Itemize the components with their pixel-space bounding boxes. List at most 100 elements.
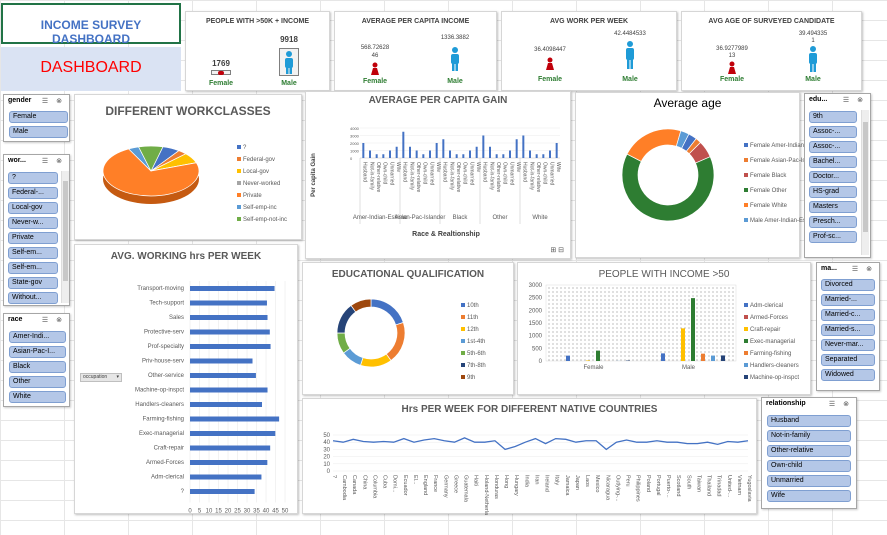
slicer-item[interactable]: Never-mar... xyxy=(821,339,875,351)
slicer-workclass[interactable]: wor... ☰ ⊗ ? Federal-... Local-gov Never-w.… xyxy=(3,154,70,306)
slicer-relationship[interactable]: relationship ☰ ⊗ Husband Not-in-family Oth… xyxy=(761,397,857,509)
slicer-item[interactable]: Married-... xyxy=(821,294,875,306)
slicer-item[interactable]: Asian-Pac-I... xyxy=(9,346,66,358)
scroll-thumb[interactable] xyxy=(63,181,68,281)
pattern-dot xyxy=(676,315,678,317)
slicer-item[interactable]: Self-em... xyxy=(8,247,58,259)
slicer-item[interactable]: Wife xyxy=(767,490,851,502)
pattern-dot xyxy=(656,319,658,321)
slicer-item[interactable]: Private xyxy=(8,232,58,244)
slicer-item[interactable]: Black xyxy=(9,361,66,373)
slicer-item[interactable]: Never-w... xyxy=(8,217,58,229)
slicer-scrollbar[interactable] xyxy=(861,110,869,255)
x-tick-label: Female xyxy=(583,365,604,371)
pattern-dot xyxy=(648,343,650,345)
pattern-dot xyxy=(584,287,586,289)
slicer-item[interactable]: Husband xyxy=(767,415,851,427)
slicer-scrollbar[interactable] xyxy=(61,171,69,303)
slicer-item-male[interactable]: Male xyxy=(9,126,68,138)
pattern-dot xyxy=(676,339,678,341)
scroll-thumb[interactable] xyxy=(863,122,868,232)
pattern-dot xyxy=(696,303,698,305)
slicer-item[interactable]: 9th xyxy=(809,111,857,123)
slicer-item[interactable]: HS-grad xyxy=(809,186,857,198)
slicer-item[interactable]: Widowed xyxy=(821,369,875,381)
pattern-dot xyxy=(604,299,606,301)
slicer-item[interactable]: ? xyxy=(8,172,58,184)
slicer-item[interactable]: Amer-Indi... xyxy=(9,331,66,343)
pattern-dot xyxy=(612,287,614,289)
slicer-item[interactable]: Separated xyxy=(821,354,875,366)
slicer-race[interactable]: race ☰ ⊗ Amer-Indi... Asian-Pac-I... Black… xyxy=(3,313,70,407)
pattern-dot xyxy=(592,311,594,313)
slicer-item[interactable]: State-gov xyxy=(8,277,58,289)
x-tick-label: Ireland xyxy=(544,475,550,492)
pattern-dot xyxy=(564,335,566,337)
slicer-filter-icons[interactable]: ☰ ⊗ xyxy=(851,266,875,273)
slicer-item[interactable]: Bachel... xyxy=(809,156,857,168)
slicer-item[interactable]: Without... xyxy=(8,292,58,304)
pattern-dot xyxy=(648,351,650,353)
x-tick-label: Philippines xyxy=(635,475,641,502)
x-tick-label: Thailand xyxy=(706,475,712,496)
slicer-item[interactable]: Masters xyxy=(809,201,857,213)
x-tick-label: Taiwan xyxy=(695,475,701,492)
slicer-item[interactable]: Married-s... xyxy=(821,324,875,336)
pattern-dot xyxy=(672,303,674,305)
slicer-filter-icons[interactable]: ☰ ⊗ xyxy=(41,317,65,324)
slicer-education[interactable]: edu... ☰ ⊗ 9th Assoc-... Assoc-... Bachel..… xyxy=(804,93,871,258)
slicer-item-female[interactable]: Female xyxy=(9,111,68,123)
slicer-item[interactable]: Not-in-family xyxy=(767,430,851,442)
slicer-marital-status[interactable]: ma... ☰ ⊗ Divorced Married-... Married-c..… xyxy=(816,262,880,391)
slicer-filter-icons[interactable]: ☰ ⊗ xyxy=(41,158,65,165)
occupation-filter-button[interactable]: occupation ▾ xyxy=(80,373,122,382)
bar xyxy=(681,328,685,361)
slicer-item[interactable]: Other xyxy=(9,376,66,388)
slicer-item[interactable]: Unmarried xyxy=(767,475,851,487)
zoom-buttons[interactable]: ⊞ ⊟ xyxy=(550,247,564,254)
pattern-dot xyxy=(716,303,718,305)
pattern-dot xyxy=(612,351,614,353)
slicer-item[interactable]: Assoc-... xyxy=(809,141,857,153)
pattern-dot xyxy=(564,287,566,289)
slicer-item[interactable]: Divorced xyxy=(821,279,875,291)
pattern-dot xyxy=(560,287,562,289)
pattern-dot xyxy=(584,315,586,317)
pattern-dot xyxy=(556,335,558,337)
pattern-dot xyxy=(552,335,554,337)
slicer-gender[interactable]: gender ☰ ⊗ Female Male xyxy=(3,94,70,142)
slicer-filter-icons[interactable]: ☰ ⊗ xyxy=(41,98,65,105)
x-tick-label: Other-relative xyxy=(415,162,421,193)
pattern-dot xyxy=(712,299,714,301)
slicer-item[interactable]: Federal-... xyxy=(8,187,58,199)
pattern-dot xyxy=(668,327,670,329)
pattern-dot xyxy=(644,327,646,329)
kpi-title: AVERAGE PER CAPITA INCOME xyxy=(361,18,470,25)
pattern-dot xyxy=(596,335,598,337)
slicer-item[interactable]: Presch... xyxy=(809,216,857,228)
slicer-item[interactable]: Own-child xyxy=(767,460,851,472)
slicer-item[interactable]: Assoc-... xyxy=(809,126,857,138)
slicer-item[interactable]: Doctor... xyxy=(809,171,857,183)
pattern-dot xyxy=(648,307,650,309)
slicer-item[interactable]: Prof-sc... xyxy=(809,231,857,243)
pattern-dot xyxy=(724,287,726,289)
pattern-dot xyxy=(552,315,554,317)
pattern-dot xyxy=(640,339,642,341)
slicer-item[interactable]: White xyxy=(9,391,66,403)
pattern-dot xyxy=(684,307,686,309)
legend-swatch xyxy=(744,339,748,344)
slicer-item[interactable]: Other-relative xyxy=(767,445,851,457)
slicer-item[interactable]: Self-em... xyxy=(8,262,58,274)
slicer-filter-icons[interactable]: ☰ ⊗ xyxy=(842,97,866,104)
bar xyxy=(190,286,275,291)
pattern-dot xyxy=(636,323,638,325)
slicer-filter-icons[interactable]: ☰ ⊗ xyxy=(828,401,852,408)
slicer-item[interactable]: Married-c... xyxy=(821,309,875,321)
pattern-dot xyxy=(580,331,582,333)
bar xyxy=(190,315,268,320)
slicer-item[interactable]: Local-gov xyxy=(8,202,58,214)
pattern-dot xyxy=(724,347,726,349)
female-bar xyxy=(211,70,231,75)
